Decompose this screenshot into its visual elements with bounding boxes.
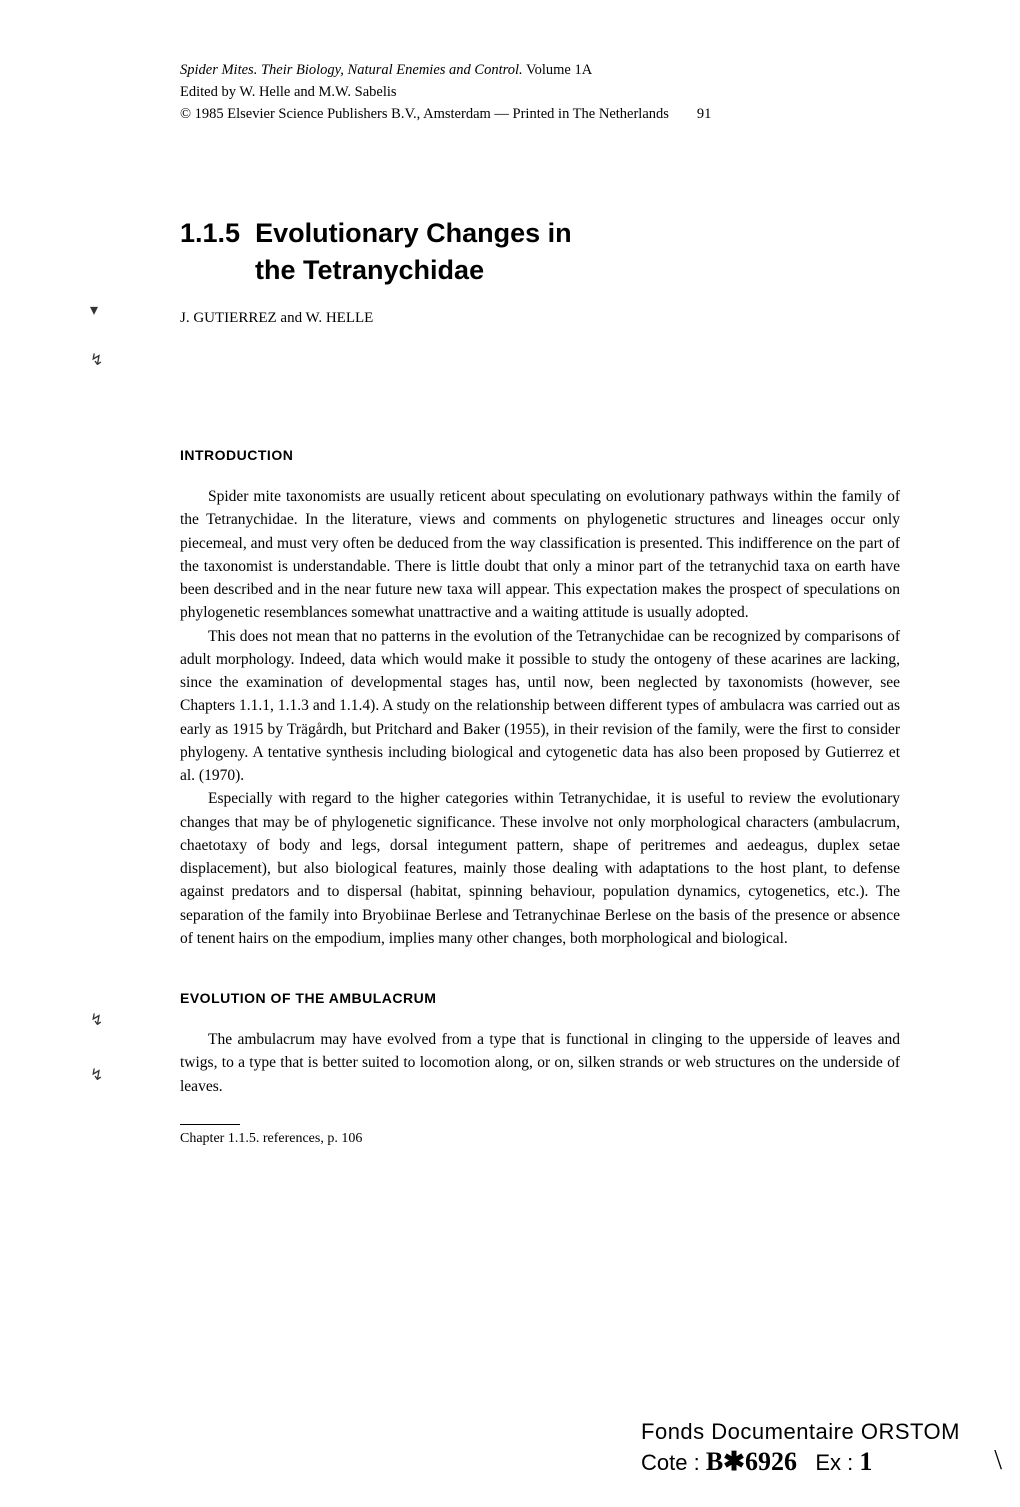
margin-mark-icon: ↯: [90, 1065, 103, 1085]
page-number: 91: [697, 104, 712, 126]
ex-label: Ex :: [815, 1450, 853, 1475]
section-heading-introduction: INTRODUCTION: [180, 447, 900, 463]
publication-header: Spider Mites. Their Biology, Natural Ene…: [180, 60, 900, 125]
footnote: Chapter 1.1.5. references, p. 106: [180, 1131, 900, 1147]
stamp-cote: Cote : B✱6926 Ex : 1: [641, 1447, 960, 1477]
chapter-number: 1.1.5: [180, 218, 240, 248]
margin-mark-icon: ▾: [90, 300, 98, 320]
margin-mark-icon: ↯: [90, 1010, 103, 1030]
intro-paragraph-2: This does not mean that no patterns in t…: [180, 625, 900, 788]
section-heading-evolution: EVOLUTION OF THE AMBULACRUM: [180, 990, 900, 1006]
chapter-title-line2: the Tetranychidae: [255, 255, 484, 285]
backslash-mark: \: [994, 1445, 1002, 1477]
margin-mark-icon: ↯: [90, 350, 103, 370]
chapter-title: 1.1.5 Evolutionary Changes in the Tetran…: [180, 215, 900, 288]
authors: J. GUTIERREZ and W. HELLE: [180, 310, 900, 327]
intro-paragraph-3: Especially with regard to the higher cat…: [180, 787, 900, 950]
copyright-line: © 1985 Elsevier Science Publishers B.V.,…: [180, 106, 669, 122]
ex-value: 1: [859, 1447, 872, 1476]
intro-paragraph-1: Spider mite taxonomists are usually reti…: [180, 485, 900, 625]
stamp-fonds: Fonds Documentaire ORSTOM: [641, 1419, 960, 1445]
book-title: Spider Mites. Their Biology, Natural Ene…: [180, 62, 523, 78]
archive-stamp: Fonds Documentaire ORSTOM Cote : B✱6926 …: [641, 1419, 960, 1477]
evolution-paragraph-1: The ambulacrum may have evolved from a t…: [180, 1028, 900, 1098]
cote-value: B✱6926: [706, 1447, 797, 1476]
volume: Volume 1A: [523, 62, 593, 78]
chapter-title-line1: Evolutionary Changes in: [255, 218, 572, 248]
cote-label: Cote :: [641, 1450, 700, 1475]
edited-by: Edited by W. Helle and M.W. Sabelis: [180, 84, 397, 100]
footnote-rule: [180, 1124, 240, 1125]
